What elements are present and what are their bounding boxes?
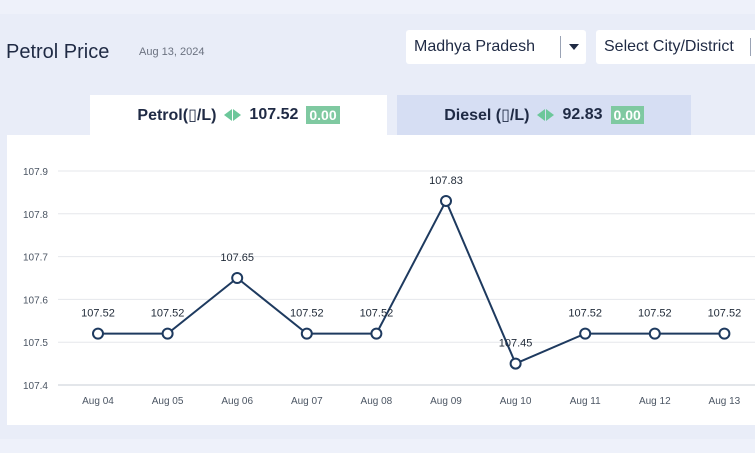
x-tick-label: Aug 10 (500, 396, 532, 407)
data-label: 107.52 (290, 308, 324, 320)
data-point (161, 327, 174, 340)
price-date: Aug 13, 2024 (139, 46, 205, 58)
data-point (718, 327, 731, 340)
tab-petrol-label: Petrol(▯/L) (137, 107, 217, 124)
y-tick-label: 107.4 (23, 381, 48, 392)
x-tick-label: Aug 06 (221, 396, 253, 407)
data-label: 107.83 (429, 175, 463, 187)
chart-panel (7, 135, 755, 425)
y-tick-label: 107.8 (23, 210, 48, 221)
x-tick-label: Aug 08 (361, 396, 393, 407)
data-point (509, 357, 522, 370)
chevron-down-icon (568, 44, 579, 50)
data-label: 107.45 (499, 338, 533, 350)
tab-diesel-price: 92.83 (562, 106, 603, 123)
data-labels: 107.52 107.52 107.65 107.52 107.52 107.83 107.… (81, 175, 741, 350)
y-tick-label: 107.9 (23, 167, 48, 178)
x-tick-label: Aug 07 (291, 396, 323, 407)
tab-diesel-label: Diesel (▯/L) (444, 107, 530, 124)
data-point (300, 327, 313, 340)
city-select-divider (750, 38, 751, 56)
data-label: 107.65 (220, 252, 254, 264)
data-label: 107.52 (151, 308, 185, 320)
data-label: 107.52 (638, 308, 672, 320)
page-title: Petrol Price (6, 41, 110, 63)
state-select[interactable]: Madhya Pradesh (406, 30, 586, 64)
y-tick-label: 107.6 (23, 295, 48, 306)
price-change-arrows-icon (537, 109, 555, 121)
data-label: 107.52 (81, 308, 115, 320)
chart-grid (58, 170, 755, 386)
data-point (92, 327, 104, 340)
data-point (579, 327, 592, 340)
tab-petrol[interactable]: Petrol(▯/L) 107.52 0.00 (90, 95, 387, 135)
x-tick-label: Aug 12 (639, 396, 671, 407)
y-tick-label: 107.5 (23, 338, 48, 349)
data-point (231, 272, 244, 284)
city-select-placeholder: Select City/District (604, 38, 734, 55)
data-label: 107.52 (708, 308, 742, 320)
data-point (370, 327, 383, 340)
data-label: 107.52 (360, 308, 394, 320)
data-label: 107.52 (568, 308, 602, 320)
x-tick-label: Aug 05 (152, 396, 184, 407)
data-point (440, 194, 452, 207)
x-tick-label: Aug 09 (430, 396, 462, 407)
tab-petrol-change-badge: 0.00 (306, 106, 340, 124)
y-axis: 107.4 107.5 107.6 107.7 107.8 107.9 (23, 167, 48, 392)
x-axis: Aug 04 Aug 05 Aug 06 Aug 07 Aug 08 Aug 09 Aug … (82, 396, 741, 407)
tab-diesel[interactable]: Diesel (▯/L) 92.83 0.00 (397, 95, 691, 135)
x-tick-label: Aug 04 (82, 396, 114, 407)
state-select-toggle[interactable] (560, 36, 586, 58)
series-line (98, 198, 725, 365)
tab-diesel-change-badge: 0.00 (610, 106, 644, 124)
tab-petrol-price: 107.52 (249, 106, 299, 123)
data-points (92, 194, 731, 370)
x-tick-label: Aug 13 (709, 396, 741, 407)
price-change-arrows-icon (224, 109, 242, 121)
x-tick-label: Aug 11 (570, 396, 601, 407)
state-select-value: Madhya Pradesh (414, 38, 535, 55)
data-point (648, 327, 661, 340)
y-tick-label: 107.7 (23, 253, 48, 264)
city-select[interactable]: Select City/District (596, 30, 755, 64)
